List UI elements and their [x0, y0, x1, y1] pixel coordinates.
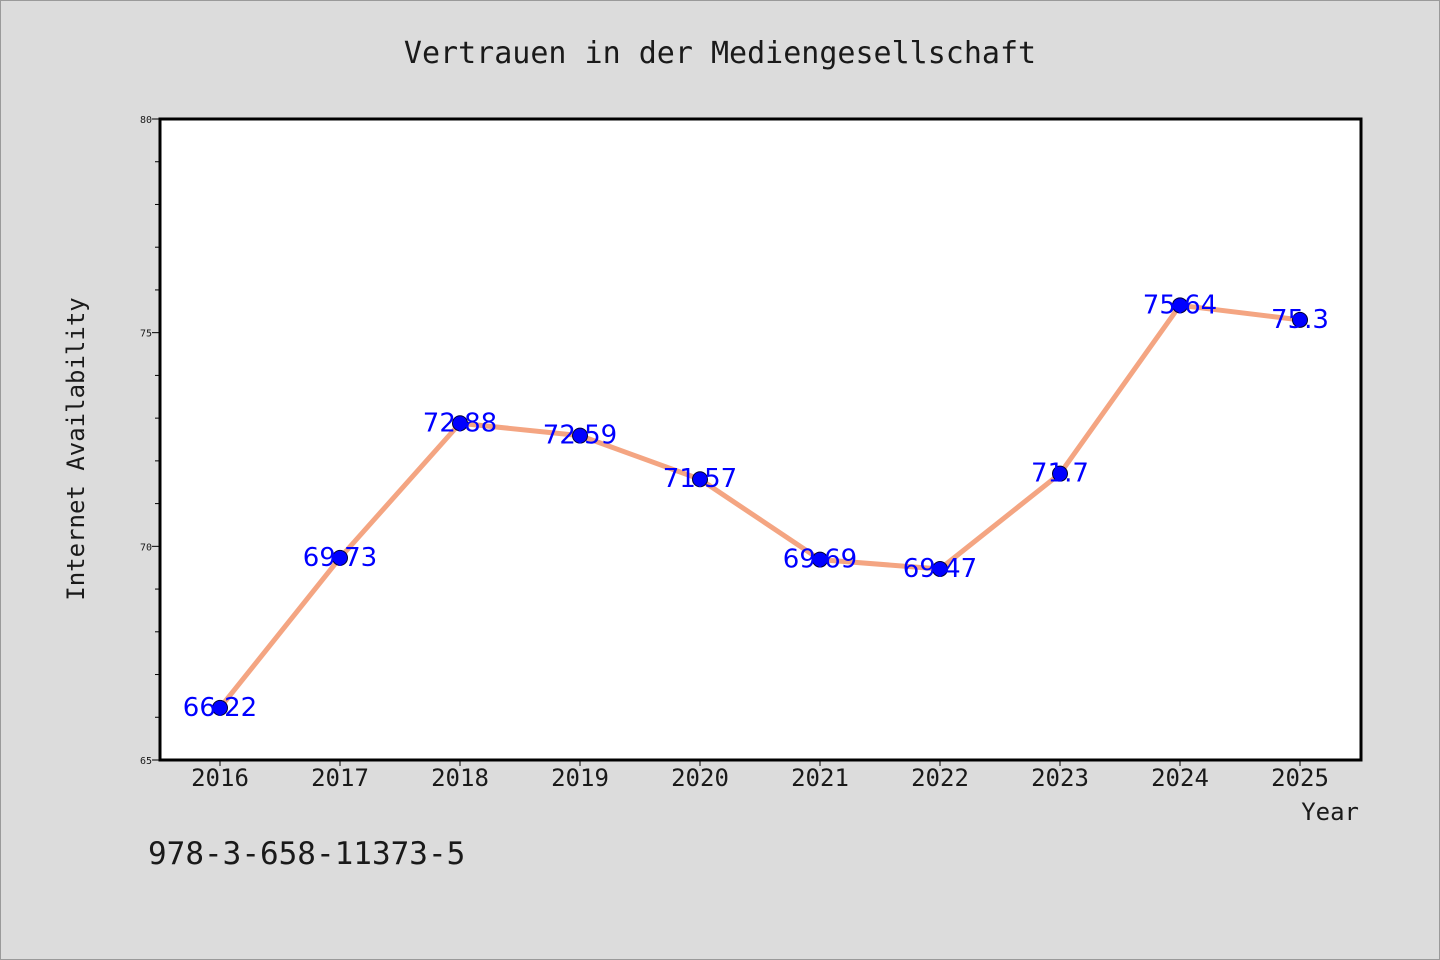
y-tick-label: 75 — [140, 329, 152, 340]
x-tick-label: 2019 — [551, 764, 609, 792]
y-tick-label: 65 — [140, 756, 152, 767]
data-label: 72.59 — [543, 421, 617, 451]
data-point — [572, 427, 588, 444]
data-point — [692, 471, 708, 488]
data-point — [212, 699, 228, 716]
data-label: 69.47 — [903, 554, 977, 584]
data-point — [932, 560, 948, 577]
x-tick-label: 2022 — [911, 764, 969, 792]
plot-area — [160, 119, 1361, 760]
y-axis-label: Internet Availability — [62, 297, 90, 600]
data-label: 69.73 — [303, 543, 377, 573]
x-tick-label: 2018 — [431, 764, 489, 792]
data-label: 66.22 — [183, 693, 257, 723]
x-tick-label: 2020 — [671, 764, 729, 792]
x-tick-label: 2024 — [1151, 764, 1209, 792]
plot-border — [158, 117, 1363, 762]
x-axis-label: Year — [1301, 798, 1359, 826]
data-label: 69.69 — [783, 545, 857, 575]
data-label: 72.88 — [423, 408, 497, 438]
x-tick-label: 2017 — [311, 764, 369, 792]
data-point — [1172, 297, 1188, 314]
data-point — [1052, 465, 1068, 482]
chart-title: Vertrauen in der Mediengesellschaft — [404, 36, 1036, 71]
y-tick-label: 80 — [140, 115, 152, 126]
data-label: 71.7 — [1031, 459, 1089, 489]
footer-code: 978-3-658-11373-5 — [148, 836, 465, 872]
data-point — [812, 551, 828, 568]
x-tick-label: 2023 — [1031, 764, 1089, 792]
data-label: 75.64 — [1143, 290, 1217, 320]
data-point — [1292, 311, 1308, 328]
y-tick-label: 70 — [140, 542, 152, 553]
data-label: 71.57 — [663, 464, 737, 494]
x-tick-label: 2021 — [791, 764, 849, 792]
data-label: 75.3 — [1271, 305, 1329, 335]
x-tick-label: 2016 — [191, 764, 249, 792]
data-point — [452, 415, 468, 432]
data-point — [332, 549, 348, 566]
series-line — [217, 302, 1303, 711]
x-tick-label: 2025 — [1271, 764, 1329, 792]
